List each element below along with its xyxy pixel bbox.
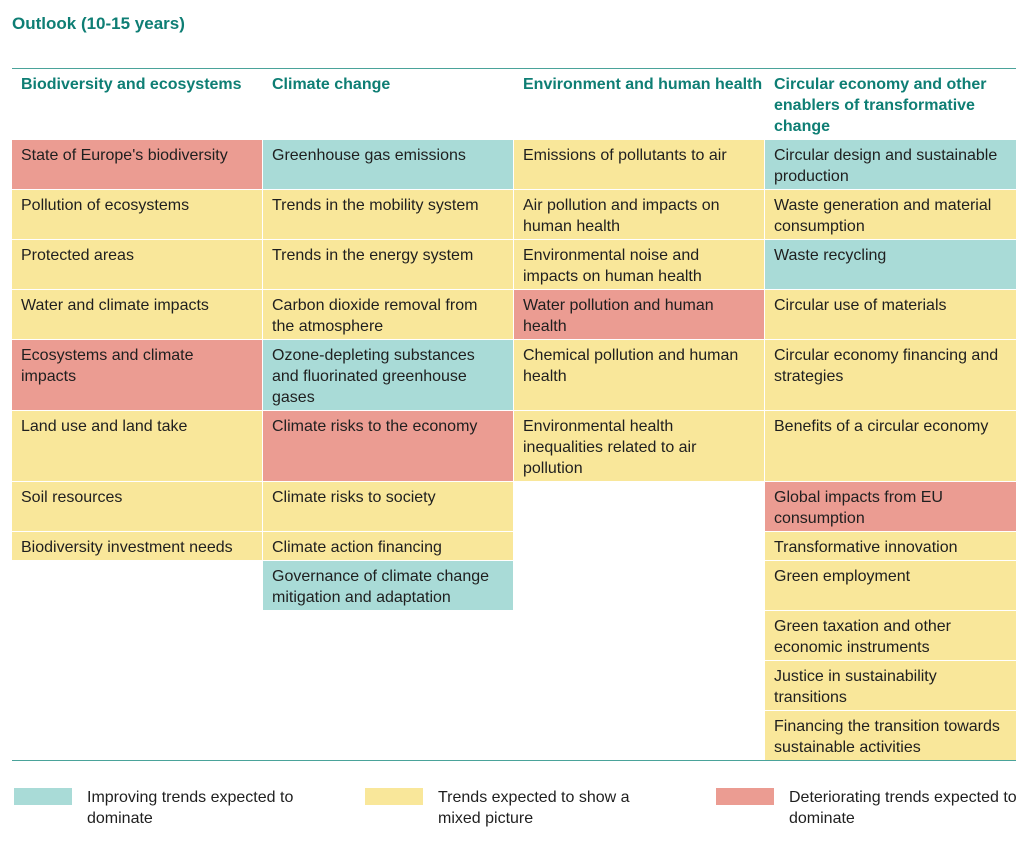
topic-cell: Green taxation and other economic instru… bbox=[765, 611, 1016, 660]
topic-cell: Greenhouse gas emissions bbox=[263, 140, 513, 189]
topic-cell: State of Europe's biodiversity bbox=[12, 140, 262, 189]
topic-cell: Transformative innovation bbox=[765, 532, 1016, 560]
legend-swatch-mixed bbox=[365, 788, 423, 805]
topic-cell: Ozone-depleting substances and fluorinat… bbox=[263, 340, 513, 410]
topic-cell: Circular use of materials bbox=[765, 290, 1016, 339]
topic-cell: Environmental health inequalities relate… bbox=[514, 411, 764, 481]
topic-cell: Justice in sustainability transitions bbox=[765, 661, 1016, 710]
topic-cell: Land use and land take bbox=[12, 411, 262, 481]
topic-cell: Waste recycling bbox=[765, 240, 1016, 289]
topic-cell: Carbon dioxide removal from the atmosphe… bbox=[263, 290, 513, 339]
topic-cell: Chemical pollution and human health bbox=[514, 340, 764, 410]
footer-divider bbox=[12, 760, 1016, 761]
topic-cell: Climate risks to the economy bbox=[263, 411, 513, 481]
topic-cell: Green employment bbox=[765, 561, 1016, 610]
topic-cell: Protected areas bbox=[12, 240, 262, 289]
topic-cell: Water and climate impacts bbox=[12, 290, 262, 339]
topic-cell: Biodiversity investment needs bbox=[12, 532, 262, 560]
legend-label-improving: Improving trends expected to dominate bbox=[87, 789, 294, 827]
topic-cell: Circular economy financing and strategie… bbox=[765, 340, 1016, 410]
legend-label-deteriorating: Deteriorating trends expected to dominat… bbox=[789, 789, 1017, 827]
topic-cell: Benefits of a circular economy bbox=[765, 411, 1016, 481]
topic-cell: Financing the transition towards sustain… bbox=[765, 711, 1016, 760]
legend-label-mixed: Trends expected to show a mixed picture bbox=[438, 789, 630, 827]
topic-cell: Ecosystems and climate impacts bbox=[12, 340, 262, 410]
topic-cell: Global impacts from EU consumption bbox=[765, 482, 1016, 531]
topic-cell: Trends in the energy system bbox=[263, 240, 513, 289]
topic-cell: Soil resources bbox=[12, 482, 262, 531]
topic-cell: Pollution of ecosystems bbox=[12, 190, 262, 239]
topic-cell: Environmental noise and impacts on human… bbox=[514, 240, 764, 289]
topic-cell: Circular design and sustainable producti… bbox=[765, 140, 1016, 189]
page-title: Outlook (10-15 years) bbox=[12, 14, 185, 33]
column-header-health: Environment and human health bbox=[523, 76, 763, 93]
legend-swatch-improving bbox=[14, 788, 72, 805]
topic-cell: Waste generation and material consumptio… bbox=[765, 190, 1016, 239]
column-header-circular: Circular economy and other enablers of t… bbox=[774, 76, 987, 135]
topic-cell: Climate risks to society bbox=[263, 482, 513, 531]
topic-cell: Water pollution and human health bbox=[514, 290, 764, 339]
column-header-biodiversity: Biodiversity and ecosystems bbox=[21, 76, 242, 93]
column-header-climate: Climate change bbox=[272, 76, 391, 93]
topic-cell: Trends in the mobility system bbox=[263, 190, 513, 239]
header-divider bbox=[12, 68, 1016, 69]
topic-cell: Air pollution and impacts on human healt… bbox=[514, 190, 764, 239]
topic-cell: Governance of climate change mitigation … bbox=[263, 561, 513, 610]
legend-swatch-deteriorating bbox=[716, 788, 774, 805]
topic-cell: Emissions of pollutants to air bbox=[514, 140, 764, 189]
topic-cell: Climate action financing bbox=[263, 532, 513, 560]
